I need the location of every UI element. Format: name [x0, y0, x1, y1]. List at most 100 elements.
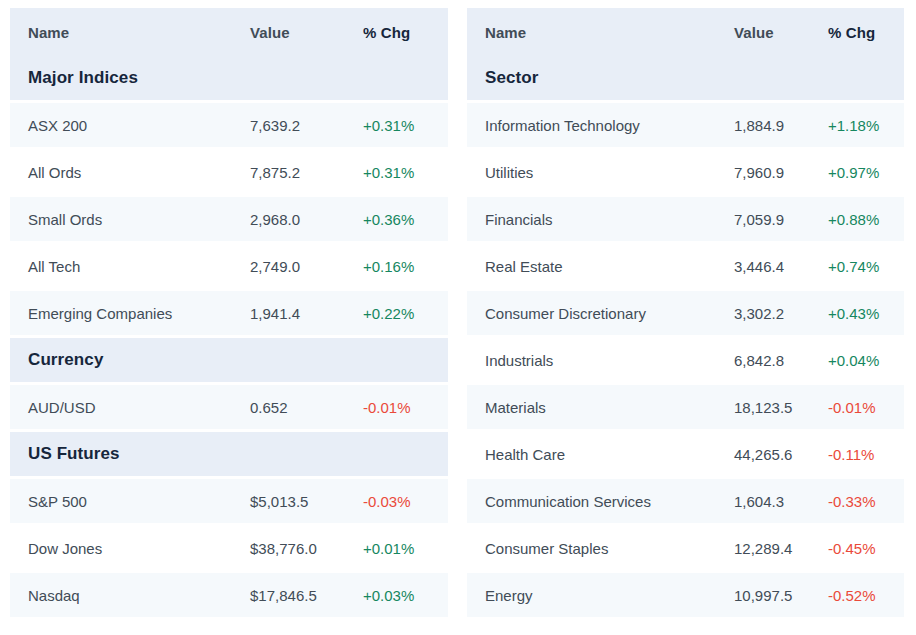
table-row-energy[interactable]: Energy 10,997.5 -0.52%	[467, 573, 904, 617]
row-pct-change: -0.45%	[828, 540, 904, 557]
sectors-table: Name Value % Chg Sector Information Tech…	[467, 8, 904, 620]
row-name: Financials	[467, 211, 734, 228]
column-header-name: Name	[467, 24, 734, 41]
section-title: Currency	[10, 350, 103, 370]
row-name: Communication Services	[467, 493, 734, 510]
row-name: Small Ords	[10, 211, 250, 228]
table-row-consumer-discretionary[interactable]: Consumer Discretionary 3,302.2 +0.43%	[467, 291, 904, 335]
section-header-currency: Currency	[10, 338, 448, 382]
row-value: 44,265.6	[734, 446, 828, 463]
section-header-us-futures: US Futures	[10, 432, 448, 476]
row-name: Utilities	[467, 164, 734, 181]
row-name: Information Technology	[467, 117, 734, 134]
row-name: Dow Jones	[10, 540, 250, 557]
row-value: $5,013.5	[250, 493, 363, 510]
sectors-column-header-row: Name Value % Chg	[467, 8, 904, 56]
row-value: 12,289.4	[734, 540, 828, 557]
row-pct-change: +0.88%	[828, 211, 904, 228]
row-pct-change: +0.01%	[363, 540, 448, 557]
sectors-table-header: Name Value % Chg Sector	[467, 8, 904, 100]
row-pct-change: +0.31%	[363, 164, 448, 181]
row-value: 3,446.4	[734, 258, 828, 275]
row-pct-change: +0.16%	[363, 258, 448, 275]
table-row-financials[interactable]: Financials 7,059.9 +0.88%	[467, 197, 904, 241]
row-value: 3,302.2	[734, 305, 828, 322]
markets-table: Name Value % Chg Major Indices ASX 200 7…	[10, 8, 448, 620]
table-row-emerging-companies[interactable]: Emerging Companies 1,941.4 +0.22%	[10, 291, 448, 335]
row-value: $38,776.0	[250, 540, 363, 557]
row-value: 7,960.9	[734, 164, 828, 181]
row-value: 1,941.4	[250, 305, 363, 322]
row-name: Emerging Companies	[10, 305, 250, 322]
column-header-value: Value	[734, 24, 828, 41]
row-value: 6,842.8	[734, 352, 828, 369]
table-row-sp-500[interactable]: S&P 500 $5,013.5 -0.03%	[10, 479, 448, 523]
row-value: 0.652	[250, 399, 363, 416]
row-value: 7,059.9	[734, 211, 828, 228]
column-header-pct-chg: % Chg	[828, 24, 904, 41]
table-row-all-ords[interactable]: All Ords 7,875.2 +0.31%	[10, 150, 448, 194]
row-pct-change: +1.18%	[828, 117, 904, 134]
section-title: Sector	[467, 68, 539, 88]
section-title: Major Indices	[10, 68, 138, 88]
row-pct-change: +0.36%	[363, 211, 448, 228]
row-value: 1,884.9	[734, 117, 828, 134]
row-value: 18,123.5	[734, 399, 828, 416]
row-value: 2,749.0	[250, 258, 363, 275]
section-header-major-indices: Major Indices	[10, 56, 448, 100]
table-row-materials[interactable]: Materials 18,123.5 -0.01%	[467, 385, 904, 429]
row-value: 1,604.3	[734, 493, 828, 510]
row-value: 7,875.2	[250, 164, 363, 181]
row-name: Consumer Staples	[467, 540, 734, 557]
table-row-all-tech[interactable]: All Tech 2,749.0 +0.16%	[10, 244, 448, 288]
row-name: Real Estate	[467, 258, 734, 275]
market-overview-widget: Name Value % Chg Major Indices ASX 200 7…	[0, 0, 916, 635]
table-row-nasdaq[interactable]: Nasdaq $17,846.5 +0.03%	[10, 573, 448, 617]
row-name: All Ords	[10, 164, 250, 181]
column-header-pct-chg: % Chg	[363, 24, 448, 41]
table-row-utilities[interactable]: Utilities 7,960.9 +0.97%	[467, 150, 904, 194]
row-pct-change: +0.43%	[828, 305, 904, 322]
section-header-sector: Sector	[467, 56, 904, 100]
markets-table-header: Name Value % Chg Major Indices	[10, 8, 448, 100]
row-pct-change: +0.97%	[828, 164, 904, 181]
row-pct-change: -0.52%	[828, 587, 904, 604]
row-value: 2,968.0	[250, 211, 363, 228]
row-name: AUD/USD	[10, 399, 250, 416]
column-header-name: Name	[10, 24, 250, 41]
table-row-industrials[interactable]: Industrials 6,842.8 +0.04%	[467, 338, 904, 382]
column-header-value: Value	[250, 24, 363, 41]
tables-container: Name Value % Chg Major Indices ASX 200 7…	[10, 8, 904, 620]
row-name: ASX 200	[10, 117, 250, 134]
table-row-small-ords[interactable]: Small Ords 2,968.0 +0.36%	[10, 197, 448, 241]
section-title: US Futures	[10, 444, 120, 464]
row-name: Consumer Discretionary	[467, 305, 734, 322]
table-row-consumer-staples[interactable]: Consumer Staples 12,289.4 -0.45%	[467, 526, 904, 570]
row-name: Energy	[467, 587, 734, 604]
table-row-dow-jones[interactable]: Dow Jones $38,776.0 +0.01%	[10, 526, 448, 570]
table-row-asx-200[interactable]: ASX 200 7,639.2 +0.31%	[10, 103, 448, 147]
table-row-real-estate[interactable]: Real Estate 3,446.4 +0.74%	[467, 244, 904, 288]
row-pct-change: +0.04%	[828, 352, 904, 369]
row-pct-change: +0.03%	[363, 587, 448, 604]
row-pct-change: +0.74%	[828, 258, 904, 275]
table-row-aud-usd[interactable]: AUD/USD 0.652 -0.01%	[10, 385, 448, 429]
row-pct-change: -0.01%	[828, 399, 904, 416]
table-row-information-technology[interactable]: Information Technology 1,884.9 +1.18%	[467, 103, 904, 147]
row-value: 7,639.2	[250, 117, 363, 134]
row-name: Health Care	[467, 446, 734, 463]
row-pct-change: -0.01%	[363, 399, 448, 416]
row-pct-change: -0.03%	[363, 493, 448, 510]
row-pct-change: -0.11%	[828, 446, 904, 463]
row-value: $17,846.5	[250, 587, 363, 604]
row-name: Materials	[467, 399, 734, 416]
row-pct-change: -0.33%	[828, 493, 904, 510]
row-name: S&P 500	[10, 493, 250, 510]
row-name: All Tech	[10, 258, 250, 275]
row-value: 10,997.5	[734, 587, 828, 604]
row-name: Industrials	[467, 352, 734, 369]
table-row-health-care[interactable]: Health Care 44,265.6 -0.11%	[467, 432, 904, 476]
row-name: Nasdaq	[10, 587, 250, 604]
markets-column-header-row: Name Value % Chg	[10, 8, 448, 56]
table-row-communication-services[interactable]: Communication Services 1,604.3 -0.33%	[467, 479, 904, 523]
